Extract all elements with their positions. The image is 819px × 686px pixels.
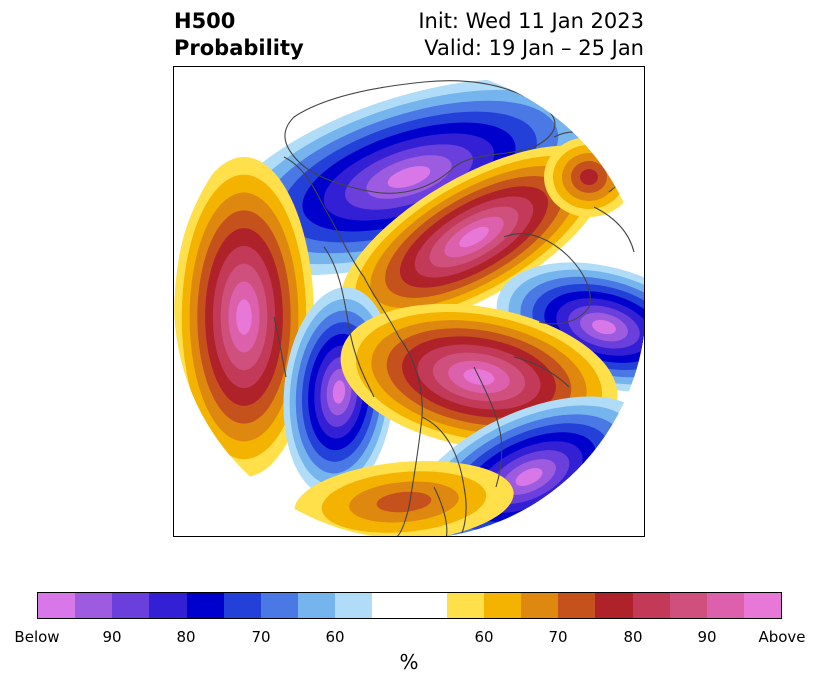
above-anomaly-west [174, 157, 314, 477]
colorbar-swatch [223, 593, 261, 618]
colorbar-tick-label: 60 [325, 628, 345, 646]
plot-title: H500 Probability [174, 8, 304, 62]
coastline [513, 356, 570, 388]
coastline [283, 156, 400, 338]
colorbar-swatch [149, 593, 187, 618]
colorbar-swatch [483, 593, 522, 618]
map-panel [173, 66, 645, 537]
coastline [421, 416, 467, 536]
colorbar-swatch [260, 593, 299, 618]
colorbar-tick-label: 80 [176, 628, 196, 646]
coastline [284, 80, 556, 194]
colorbar-tick-label: Above [758, 628, 806, 646]
coastline [593, 206, 635, 253]
title-line-1: H500 [174, 9, 236, 33]
colorbar-swatch [743, 593, 782, 618]
colorbar [37, 592, 782, 619]
title-line-2: Probability [174, 36, 304, 60]
coastline [473, 366, 503, 488]
colorbar-swatch [112, 593, 150, 618]
colorbar-swatch [669, 593, 707, 618]
coastline [273, 316, 287, 378]
colorbar-tick-label: 80 [623, 628, 643, 646]
colorbar-swatch [75, 593, 113, 618]
colorbar-tick-label: 70 [548, 628, 568, 646]
colorbar-unit-label: % [399, 650, 419, 674]
colorbar-tick-label: 60 [474, 628, 494, 646]
below-anomaly-north [217, 78, 601, 276]
colorbar-swatch [446, 593, 484, 618]
colorbar-swatch [298, 593, 336, 618]
valid-date: Valid: 19 Jan – 25 Jan [424, 36, 644, 60]
plot-date-info: Init: Wed 11 Jan 2023 Valid: 19 Jan – 25… [418, 8, 644, 62]
colorbar-swatch [632, 593, 670, 618]
colorbar-swatch [38, 593, 76, 618]
above-anomaly-south [294, 461, 514, 536]
above-anomaly-center [340, 145, 608, 329]
colorbar-swatch [558, 593, 596, 618]
colorbar-tick-label: 90 [697, 628, 717, 646]
probability-map [174, 78, 644, 536]
colorbar-swatch [706, 593, 744, 618]
colorbar-swatch [186, 593, 224, 618]
colorbar-swatch [521, 593, 559, 618]
coastline [323, 246, 375, 398]
init-date: Init: Wed 11 Jan 2023 [418, 9, 644, 33]
above-anomaly-northeast [544, 137, 634, 217]
colorbar-swatch [372, 593, 410, 618]
colorbar-tick-label: 90 [102, 628, 122, 646]
colorbar-tick-label: 70 [251, 628, 271, 646]
coastline [433, 486, 448, 536]
colorbar-swatch [335, 593, 373, 618]
colorbar-swatch [595, 593, 633, 618]
colorbar-swatch [409, 593, 447, 618]
coastline [393, 336, 423, 536]
coastline [503, 233, 591, 325]
colorbar-tick-label: Below [14, 628, 60, 646]
